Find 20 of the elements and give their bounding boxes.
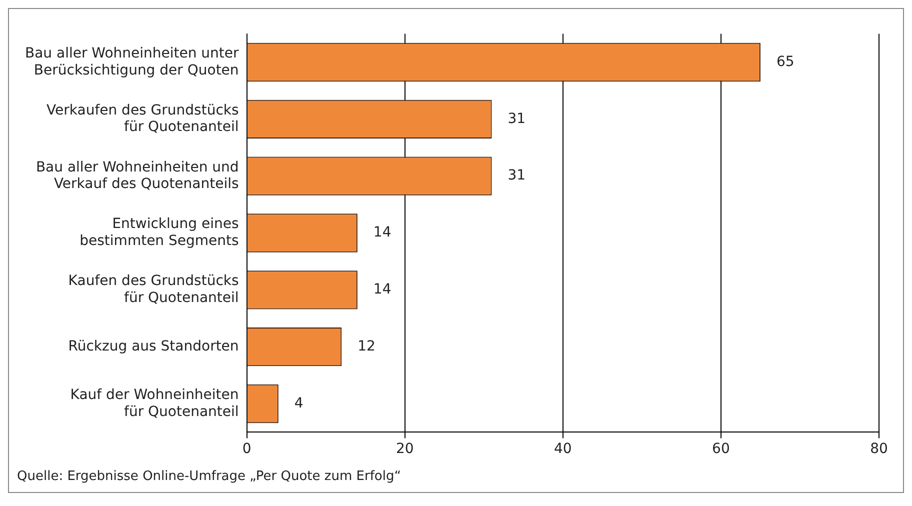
- data-label: 12: [358, 338, 376, 354]
- data-label: 31: [508, 110, 526, 127]
- data-label: 31: [508, 168, 526, 184]
- data-label: 4: [294, 395, 304, 412]
- data-label: 65: [776, 54, 794, 70]
- y-tick-label: Verkaufen des Grundstücks für Quotenanteil: [46, 102, 239, 136]
- data-label: 14: [373, 224, 392, 241]
- y-tick-label: Kauf der Wohneinheiten für Quotenanteil: [70, 386, 239, 420]
- y-tick-label: Bau aller Wohneinheiten unter Berücksichtigung der Quoten: [24, 46, 240, 78]
- x-tick-label: 0: [242, 441, 252, 458]
- y-tick-label: Entwicklung eines bestimmten Segments: [80, 216, 239, 250]
- x-tick-label: 80: [870, 441, 888, 458]
- x-tick-label: 20: [396, 441, 414, 458]
- source-note: Quelle: Ergebnisse Online-Umfrage „Per Quote zum Erfolg“: [16, 468, 402, 486]
- y-tick-label: Rückzug aus Standorten: [68, 338, 239, 354]
- x-tick-label: 60: [712, 441, 730, 458]
- data-label: 14: [373, 282, 392, 298]
- y-tick-label: Bau aller Wohneinheiten und Verkauf des Quotenanteils: [36, 159, 239, 192]
- y-tick-label: Kaufen des Grundstücks für Quotenanteil: [68, 273, 239, 306]
- x-tick-label: 40: [554, 441, 572, 458]
